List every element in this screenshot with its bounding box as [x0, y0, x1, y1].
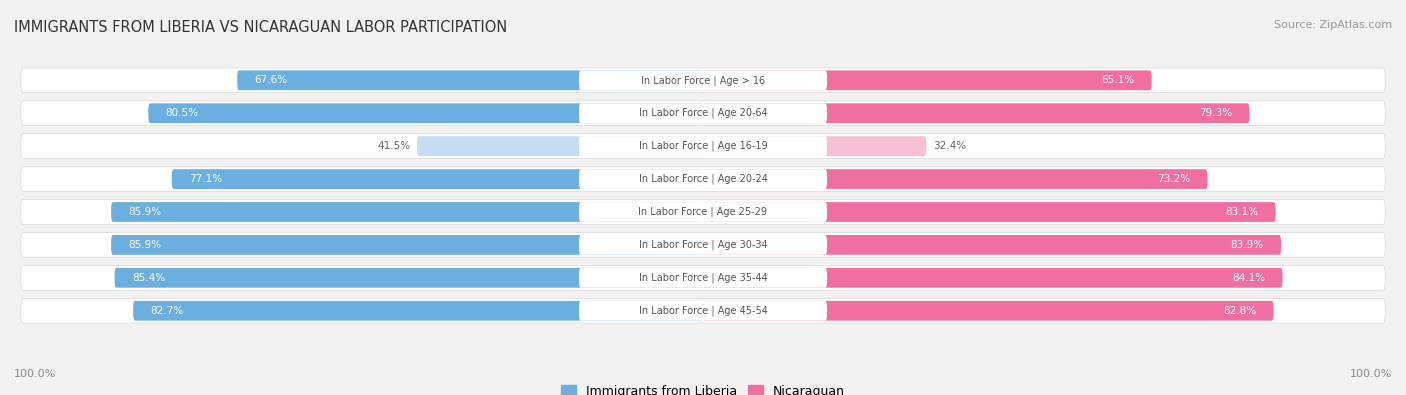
Text: 85.9%: 85.9%: [128, 240, 162, 250]
FancyBboxPatch shape: [579, 103, 827, 123]
Text: 65.1%: 65.1%: [1101, 75, 1135, 85]
FancyBboxPatch shape: [114, 268, 703, 288]
FancyBboxPatch shape: [21, 199, 1385, 224]
Text: 82.7%: 82.7%: [150, 306, 184, 316]
FancyBboxPatch shape: [579, 268, 827, 288]
Text: In Labor Force | Age 20-64: In Labor Force | Age 20-64: [638, 108, 768, 118]
FancyBboxPatch shape: [579, 301, 827, 321]
FancyBboxPatch shape: [21, 68, 1385, 93]
FancyBboxPatch shape: [579, 136, 827, 156]
FancyBboxPatch shape: [579, 70, 827, 90]
Text: In Labor Force | Age 30-34: In Labor Force | Age 30-34: [638, 240, 768, 250]
Text: 67.6%: 67.6%: [254, 75, 288, 85]
Text: In Labor Force | Age 16-19: In Labor Force | Age 16-19: [638, 141, 768, 151]
FancyBboxPatch shape: [418, 136, 703, 156]
Text: 85.9%: 85.9%: [128, 207, 162, 217]
Text: 80.5%: 80.5%: [166, 108, 198, 118]
FancyBboxPatch shape: [21, 167, 1385, 192]
FancyBboxPatch shape: [111, 235, 703, 255]
FancyBboxPatch shape: [703, 268, 1282, 288]
Text: 100.0%: 100.0%: [14, 369, 56, 379]
Text: 32.4%: 32.4%: [934, 141, 966, 151]
Text: 85.4%: 85.4%: [132, 273, 165, 283]
Text: In Labor Force | Age 35-44: In Labor Force | Age 35-44: [638, 273, 768, 283]
FancyBboxPatch shape: [703, 70, 1152, 90]
FancyBboxPatch shape: [21, 233, 1385, 257]
FancyBboxPatch shape: [579, 169, 827, 189]
Text: 41.5%: 41.5%: [377, 141, 411, 151]
FancyBboxPatch shape: [134, 301, 703, 321]
FancyBboxPatch shape: [703, 202, 1275, 222]
FancyBboxPatch shape: [579, 235, 827, 255]
FancyBboxPatch shape: [21, 265, 1385, 290]
FancyBboxPatch shape: [579, 202, 827, 222]
FancyBboxPatch shape: [172, 169, 703, 189]
Text: In Labor Force | Age > 16: In Labor Force | Age > 16: [641, 75, 765, 86]
Legend: Immigrants from Liberia, Nicaraguan: Immigrants from Liberia, Nicaraguan: [557, 380, 849, 395]
Text: Source: ZipAtlas.com: Source: ZipAtlas.com: [1274, 20, 1392, 30]
Text: 84.1%: 84.1%: [1232, 273, 1265, 283]
Text: 73.2%: 73.2%: [1157, 174, 1189, 184]
Text: 82.8%: 82.8%: [1223, 306, 1256, 316]
FancyBboxPatch shape: [21, 101, 1385, 126]
Text: 83.1%: 83.1%: [1225, 207, 1258, 217]
Text: 100.0%: 100.0%: [1350, 369, 1392, 379]
FancyBboxPatch shape: [149, 103, 703, 123]
Text: 79.3%: 79.3%: [1199, 108, 1232, 118]
Text: 77.1%: 77.1%: [188, 174, 222, 184]
FancyBboxPatch shape: [111, 202, 703, 222]
FancyBboxPatch shape: [238, 70, 703, 90]
FancyBboxPatch shape: [703, 301, 1274, 321]
FancyBboxPatch shape: [703, 169, 1208, 189]
Text: In Labor Force | Age 25-29: In Labor Force | Age 25-29: [638, 207, 768, 217]
FancyBboxPatch shape: [703, 136, 927, 156]
FancyBboxPatch shape: [21, 134, 1385, 158]
FancyBboxPatch shape: [21, 298, 1385, 323]
Text: IMMIGRANTS FROM LIBERIA VS NICARAGUAN LABOR PARTICIPATION: IMMIGRANTS FROM LIBERIA VS NICARAGUAN LA…: [14, 20, 508, 35]
FancyBboxPatch shape: [703, 235, 1281, 255]
Text: 83.9%: 83.9%: [1230, 240, 1264, 250]
Text: In Labor Force | Age 20-24: In Labor Force | Age 20-24: [638, 174, 768, 184]
FancyBboxPatch shape: [703, 103, 1250, 123]
Text: In Labor Force | Age 45-54: In Labor Force | Age 45-54: [638, 305, 768, 316]
